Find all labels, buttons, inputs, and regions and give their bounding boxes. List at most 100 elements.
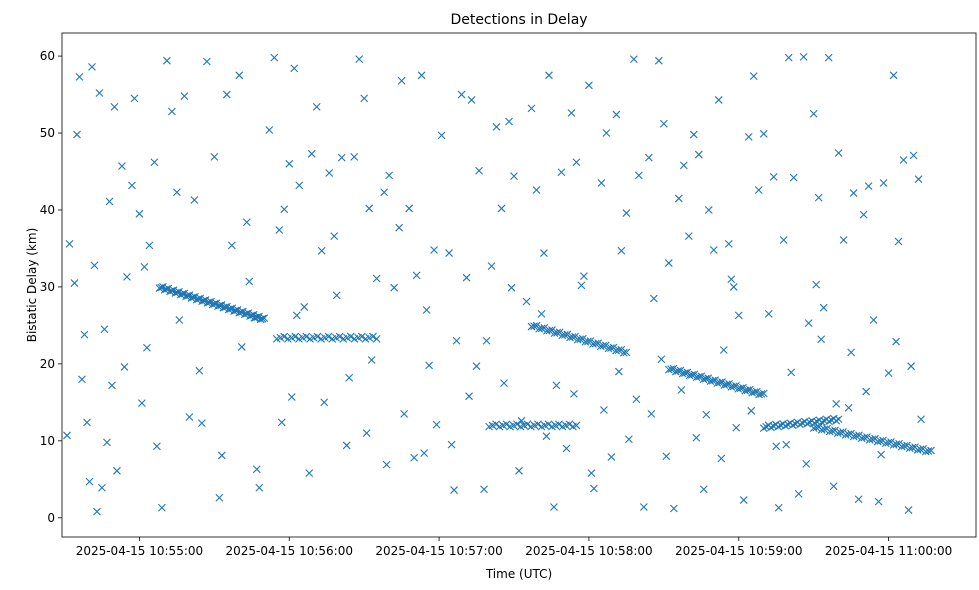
data-point-marker (832, 416, 841, 425)
data-point-marker (342, 441, 351, 450)
data-point-marker (804, 319, 813, 327)
data-point-marker (437, 131, 446, 140)
data-point-marker (80, 330, 89, 339)
data-point-marker (799, 52, 808, 61)
data-point-marker (884, 369, 893, 377)
data-point-marker (545, 326, 554, 335)
data-point-marker (774, 503, 783, 512)
data-point-marker (467, 96, 476, 104)
data-point-marker (774, 422, 783, 431)
data-point-marker (123, 273, 131, 281)
data-point-marker (65, 239, 74, 248)
data-point-marker (324, 332, 333, 341)
data-point-marker (128, 181, 136, 190)
data-point-marker (497, 204, 506, 213)
data-point-marker (834, 415, 843, 424)
data-point-marker (741, 386, 750, 395)
data-point-marker (537, 309, 546, 318)
x-tick-label: 2025-04-15 10:57:00 (375, 544, 502, 558)
data-point-marker (217, 451, 226, 460)
data-point-marker (876, 437, 885, 445)
data-point-marker (173, 288, 182, 297)
data-point-marker (787, 368, 796, 377)
data-point-marker (346, 332, 355, 341)
data-point-marker (534, 420, 542, 429)
data-point-marker (669, 504, 678, 513)
data-point-marker (410, 453, 419, 462)
data-point-marker (350, 152, 359, 161)
data-point-marker (167, 107, 176, 116)
data-point-marker (317, 246, 326, 255)
data-point-marker (904, 506, 913, 514)
data-point-marker (844, 430, 853, 439)
data-point-marker (701, 374, 710, 383)
data-point-marker (717, 454, 726, 463)
data-point-marker (85, 477, 94, 486)
data-point-marker (417, 71, 426, 80)
data-point-marker (270, 53, 279, 62)
data-point-marker (772, 442, 781, 451)
data-point-marker (537, 324, 546, 333)
data-point-marker (78, 375, 86, 384)
data-point-marker (553, 328, 562, 337)
data-point-marker (337, 153, 346, 162)
data-point-marker (681, 369, 689, 377)
data-point-marker (430, 246, 438, 254)
data-point-marker (602, 129, 611, 137)
data-point-marker (199, 296, 208, 305)
y-tick-label: 50 (40, 126, 55, 140)
data-point-marker (395, 223, 404, 232)
data-point-marker (570, 389, 578, 398)
data-point-marker (767, 423, 775, 432)
data-point-marker (832, 399, 841, 408)
data-point-marker (759, 129, 768, 138)
y-tick-label: 20 (40, 357, 55, 371)
data-point-marker (237, 308, 246, 317)
data-point-marker (510, 172, 518, 181)
data-point-marker (202, 57, 211, 66)
y-tick-label: 10 (40, 434, 55, 448)
data-point-marker (515, 466, 523, 475)
data-point-marker (810, 419, 819, 427)
data-point-marker (702, 410, 711, 419)
data-point-marker (699, 485, 708, 494)
data-point-marker (834, 149, 843, 157)
data-point-marker (400, 409, 409, 418)
data-point-marker (205, 298, 214, 307)
data-point-marker (664, 259, 673, 267)
data-point-marker (372, 334, 381, 343)
data-point-marker (280, 332, 289, 341)
data-point-marker (487, 262, 496, 271)
data-point-marker (153, 442, 161, 451)
data-point-marker (290, 64, 299, 73)
data-point-marker (924, 447, 933, 455)
data-point-marker (385, 171, 394, 180)
data-point-marker (824, 53, 833, 62)
data-point-marker (709, 246, 718, 254)
data-point-marker (162, 285, 171, 294)
data-point-marker (647, 409, 656, 418)
data-point-marker (909, 151, 918, 160)
data-point-marker (180, 92, 189, 100)
data-point-marker (781, 421, 790, 430)
data-point-marker (250, 313, 259, 322)
data-point-marker (108, 381, 116, 390)
data-point-marker (360, 94, 369, 103)
y-tick-label: 30 (40, 280, 55, 294)
data-point-marker (802, 460, 811, 468)
y-axis: 0 10 20 30 40 50 60 (40, 49, 62, 525)
data-point-marker (95, 89, 104, 97)
data-point-marker (447, 440, 456, 449)
data-point-marker (130, 94, 139, 103)
data-point-marker (365, 204, 374, 213)
data-point-marker (828, 426, 837, 435)
data-point-marker (330, 232, 339, 241)
data-point-marker (849, 189, 858, 197)
data-point-marker (552, 381, 561, 390)
data-point-marker (854, 495, 863, 504)
data-point-marker (457, 90, 466, 99)
data-point-marker (158, 503, 166, 512)
data-point-marker (425, 361, 433, 370)
data-point-marker (784, 53, 793, 62)
x-tick-label: 2025-04-15 10:56:00 (226, 544, 353, 558)
